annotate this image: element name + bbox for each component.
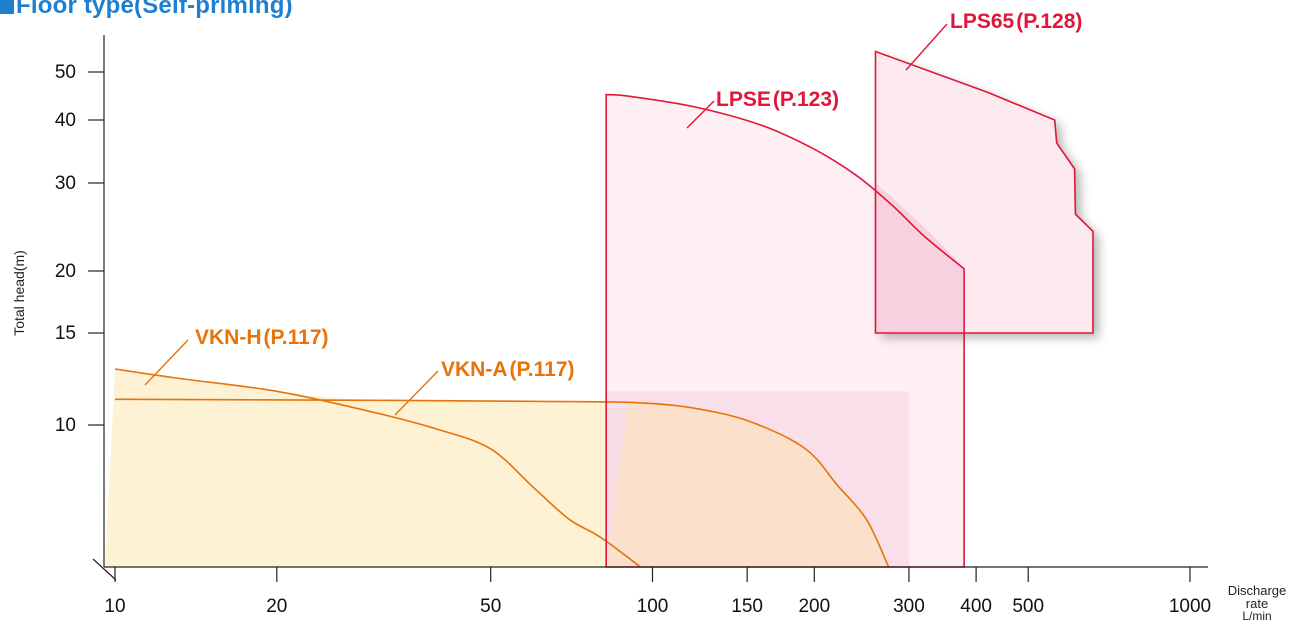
y-tick-label-10: 10: [55, 415, 76, 436]
x-tick-label-500: 500: [1012, 596, 1044, 617]
series-label-lps65: LPS65(P.128): [950, 10, 1082, 33]
x-tick-label-100: 100: [637, 596, 669, 617]
title-marker-icon: [0, 0, 14, 14]
x-tick-label-1000: 1000: [1169, 596, 1211, 617]
lpse-outline: [605, 93, 965, 568]
curve-layer: [114, 50, 1094, 568]
leader-line-vkn-a: [394, 370, 439, 416]
series-label-lpse: LPSE(P.123): [716, 88, 839, 111]
series-page-ref: (P.117): [510, 358, 575, 381]
series-label-vkn-h: VKN-H(P.117): [195, 326, 329, 349]
series-page-ref: (P.128): [1016, 10, 1082, 33]
series-page-ref: (P.117): [264, 326, 329, 349]
x-tick-label-300: 300: [893, 596, 925, 617]
x-tick-label-150: 150: [731, 596, 763, 617]
series-name: VKN-H: [195, 326, 262, 349]
lps65-outline: [874, 50, 1094, 334]
x-tick-label-20: 20: [266, 596, 287, 617]
vkn-h-curve: [114, 368, 641, 568]
series-name: LPSE: [716, 88, 771, 111]
series-name: VKN-A: [441, 358, 508, 381]
x-tick-label-10: 10: [104, 596, 125, 617]
fill-layer: [105, 51, 1093, 567]
y-tick-label-20: 20: [55, 261, 76, 282]
x-axis-label: Discharge rate L/min: [1218, 584, 1296, 623]
x-tick-label-50: 50: [480, 596, 501, 617]
axes-layer: 10 15 20 30 40 50 10 20 50 100 150 200 300 400 500 1000: [55, 35, 1211, 617]
series-name: LPS65: [950, 10, 1015, 33]
y-axis-label: Total head(m): [11, 250, 27, 336]
chart-title: Floor type(Self-priming): [16, 0, 293, 19]
series-label-layer: VKN-H(P.117)VKN-A(P.117)LPSE(P.123)LPS65…: [144, 10, 1082, 416]
x-axis-unit: L/min: [1242, 609, 1272, 623]
lpse-lps65-overlap-area: [875, 183, 965, 333]
vkn-a-curve: [114, 398, 890, 568]
x-axis-label-line-2: rate: [1245, 596, 1269, 611]
x-axis-label-line-1: Discharge: [1227, 583, 1287, 598]
leader-line-vkn-h: [144, 339, 189, 386]
leader-line-lps65: [905, 23, 948, 71]
y-tick-label-50: 50: [55, 62, 76, 83]
leader-line-lpse: [686, 100, 715, 129]
y-tick-label-40: 40: [55, 110, 76, 131]
y-tick-label-15: 15: [55, 323, 76, 344]
axis-origin-mark: [92, 558, 117, 581]
x-tick-label-400: 400: [960, 596, 992, 617]
series-page-ref: (P.123): [773, 88, 839, 111]
y-tick-label-30: 30: [55, 173, 76, 194]
vkn-overlap-area: [606, 402, 889, 567]
chart-title-bar: Floor type(Self-priming): [0, 0, 293, 20]
x-tick-label-200: 200: [798, 596, 830, 617]
series-label-vkn-a: VKN-A(P.117): [441, 358, 575, 381]
